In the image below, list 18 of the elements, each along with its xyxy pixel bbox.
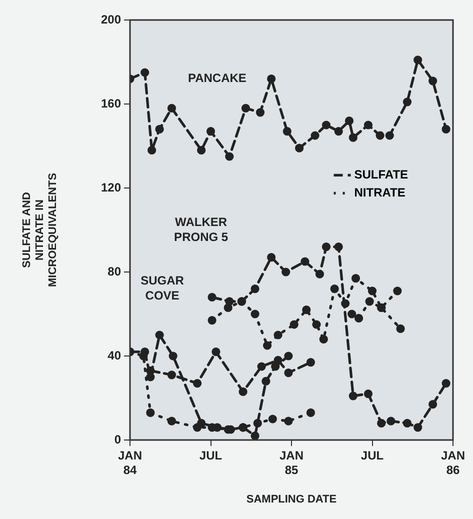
annotation: PANCAKE	[188, 71, 246, 86]
x-tick-label: JAN 86	[440, 448, 466, 477]
legend-label: SULFATE	[354, 168, 408, 182]
y-tick-label: 80	[108, 264, 122, 278]
annotation: SUGAR COVE	[140, 274, 184, 303]
x-tick-label: JUL	[360, 448, 384, 463]
x-axis-title: SAMPLING DATE	[246, 493, 337, 506]
x-tick-label: JAN 84	[118, 448, 142, 477]
y-tick-label: 120	[100, 180, 122, 194]
x-tick-label: JAN 85	[279, 448, 304, 477]
legend-label: NITRATE	[354, 186, 406, 200]
y-tick-label: 160	[100, 96, 122, 110]
y-tick-label: 200	[100, 12, 122, 26]
y-tick-label: 40	[108, 348, 122, 362]
x-tick-label: JUL	[199, 448, 222, 463]
y-axis-title: SULFATE AND NITRATE IN MICROEQUIVALENTS	[21, 172, 60, 288]
y-tick-label: 0	[114, 432, 122, 446]
annotation: WALKER PRONG 5	[174, 214, 228, 244]
